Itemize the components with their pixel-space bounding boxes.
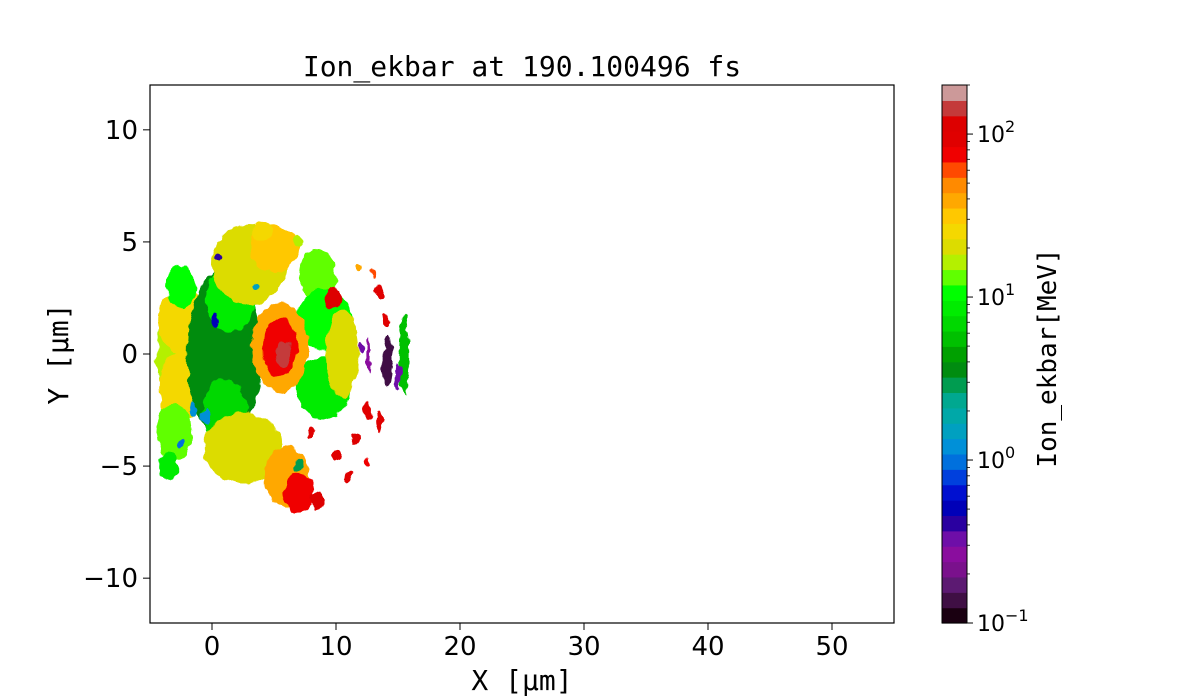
colorbar-segment bbox=[942, 407, 967, 424]
colorbar-segment bbox=[942, 546, 967, 563]
y-tick-label: 5 bbox=[121, 228, 138, 258]
heatmap-cell bbox=[295, 460, 303, 472]
plot-area bbox=[149, 84, 895, 624]
heatmap-cell bbox=[395, 362, 401, 390]
heatmap-cell bbox=[326, 309, 359, 399]
heatmap-cell bbox=[215, 253, 222, 263]
colorbar-tick-label: 102 bbox=[977, 117, 1015, 148]
heatmap-cell bbox=[326, 286, 341, 310]
heatmap-cell bbox=[358, 340, 364, 354]
colorbar-segment bbox=[942, 607, 967, 624]
colorbar-segment bbox=[942, 238, 967, 255]
heatmap-cell bbox=[331, 449, 341, 461]
heatmap-cell bbox=[203, 412, 283, 485]
colorbar-segment bbox=[942, 561, 967, 578]
heatmap-cell bbox=[375, 410, 384, 433]
colorbar-segment bbox=[942, 300, 967, 317]
colorbar-segment bbox=[942, 484, 967, 501]
x-tick-label: 40 bbox=[691, 632, 724, 662]
heatmap-cell bbox=[276, 340, 292, 368]
heatmap-cell bbox=[350, 433, 359, 445]
colorbar-segment bbox=[942, 192, 967, 209]
heatmap-cell bbox=[381, 313, 390, 328]
colorbar-segment bbox=[942, 100, 967, 117]
heatmap-cell bbox=[158, 452, 179, 480]
colorbar-segment bbox=[942, 131, 967, 148]
heatmap-cell bbox=[307, 427, 315, 437]
y-axis: −10 −5 0 5 10 bbox=[83, 116, 150, 594]
colorbar-segment bbox=[942, 330, 967, 347]
colorbar-segment bbox=[942, 592, 967, 609]
heatmap-cell bbox=[375, 284, 384, 298]
heatmap-cell bbox=[366, 336, 371, 372]
colorbar-segment bbox=[942, 453, 967, 470]
colorbar-segment bbox=[942, 515, 967, 532]
colorbar-segment bbox=[942, 576, 967, 593]
y-tick-label: −10 bbox=[83, 564, 138, 594]
x-axis-label: X [μm] bbox=[471, 664, 572, 697]
colorbar-tick-label: 10−1 bbox=[977, 606, 1029, 637]
colorbar-segment bbox=[942, 438, 967, 455]
colorbar-segment bbox=[942, 315, 967, 332]
colorbar-segment bbox=[942, 469, 967, 486]
x-axis: 0 10 20 30 40 50 bbox=[204, 623, 849, 662]
heatmap-cell bbox=[363, 457, 371, 467]
y-tick-label: −5 bbox=[100, 452, 138, 482]
colorbar-segment bbox=[942, 85, 967, 101]
heatmap-cell bbox=[298, 248, 336, 303]
colorbar-segment bbox=[942, 254, 967, 271]
colorbar-frame bbox=[941, 84, 968, 624]
colorbar-label: Ion_ekbar[MeV] bbox=[1033, 248, 1063, 467]
colorbar-segment bbox=[942, 269, 967, 286]
heatmap-cell bbox=[189, 403, 198, 417]
colorbar-segment bbox=[942, 361, 967, 378]
heatmap-cell bbox=[292, 235, 305, 249]
heatmap-cell bbox=[283, 472, 314, 514]
colorbar-tick-label: 101 bbox=[977, 280, 1015, 311]
heatmap-cell bbox=[200, 410, 211, 424]
colorbar-segment bbox=[942, 530, 967, 547]
colorbar-segment bbox=[942, 500, 967, 516]
x-tick-label: 10 bbox=[319, 632, 352, 662]
colorbar-segment bbox=[942, 177, 967, 194]
colorbar-segment bbox=[942, 377, 967, 394]
heatmap-cell bbox=[157, 403, 193, 462]
chart-title: Ion_ekbar at 190.100496 fs bbox=[303, 50, 741, 84]
y-axis-label: Y [μm] bbox=[42, 303, 75, 404]
colorbar: 10−1 100 101 102 bbox=[941, 84, 1029, 637]
y-tick-label: 10 bbox=[105, 116, 138, 146]
colorbar-segment bbox=[942, 146, 967, 163]
colorbar-segment bbox=[942, 207, 967, 224]
heatmap-cell bbox=[177, 439, 185, 449]
y-tick-label: 0 bbox=[121, 340, 138, 370]
heatmap-layer bbox=[156, 221, 410, 514]
x-tick-label: 50 bbox=[815, 632, 848, 662]
colorbar-segment bbox=[942, 423, 967, 440]
heatmap-cell bbox=[383, 333, 394, 388]
colorbar-segment bbox=[942, 346, 967, 363]
heatmap-cell bbox=[370, 268, 376, 278]
heatmap-cell bbox=[309, 490, 325, 509]
heatmap-cell bbox=[362, 401, 372, 420]
heatmap-cell bbox=[399, 313, 410, 395]
heatmap-cell bbox=[251, 282, 260, 292]
x-tick-label: 0 bbox=[204, 632, 221, 662]
colorbar-segment bbox=[942, 115, 967, 132]
colorbar-segment bbox=[942, 392, 967, 409]
heatmap-cell bbox=[212, 313, 220, 328]
colorbar-segment bbox=[942, 284, 967, 301]
colorbar-segment bbox=[942, 161, 967, 178]
colorbar-tick-label: 100 bbox=[977, 443, 1015, 474]
colorbar-segment bbox=[942, 223, 967, 240]
x-tick-label: 20 bbox=[443, 632, 476, 662]
heatmap-cell bbox=[251, 221, 272, 240]
heatmap-cell bbox=[344, 471, 353, 483]
heatmap-cell bbox=[355, 264, 362, 274]
heatmap-cell bbox=[166, 264, 196, 310]
x-tick-label: 30 bbox=[567, 632, 600, 662]
